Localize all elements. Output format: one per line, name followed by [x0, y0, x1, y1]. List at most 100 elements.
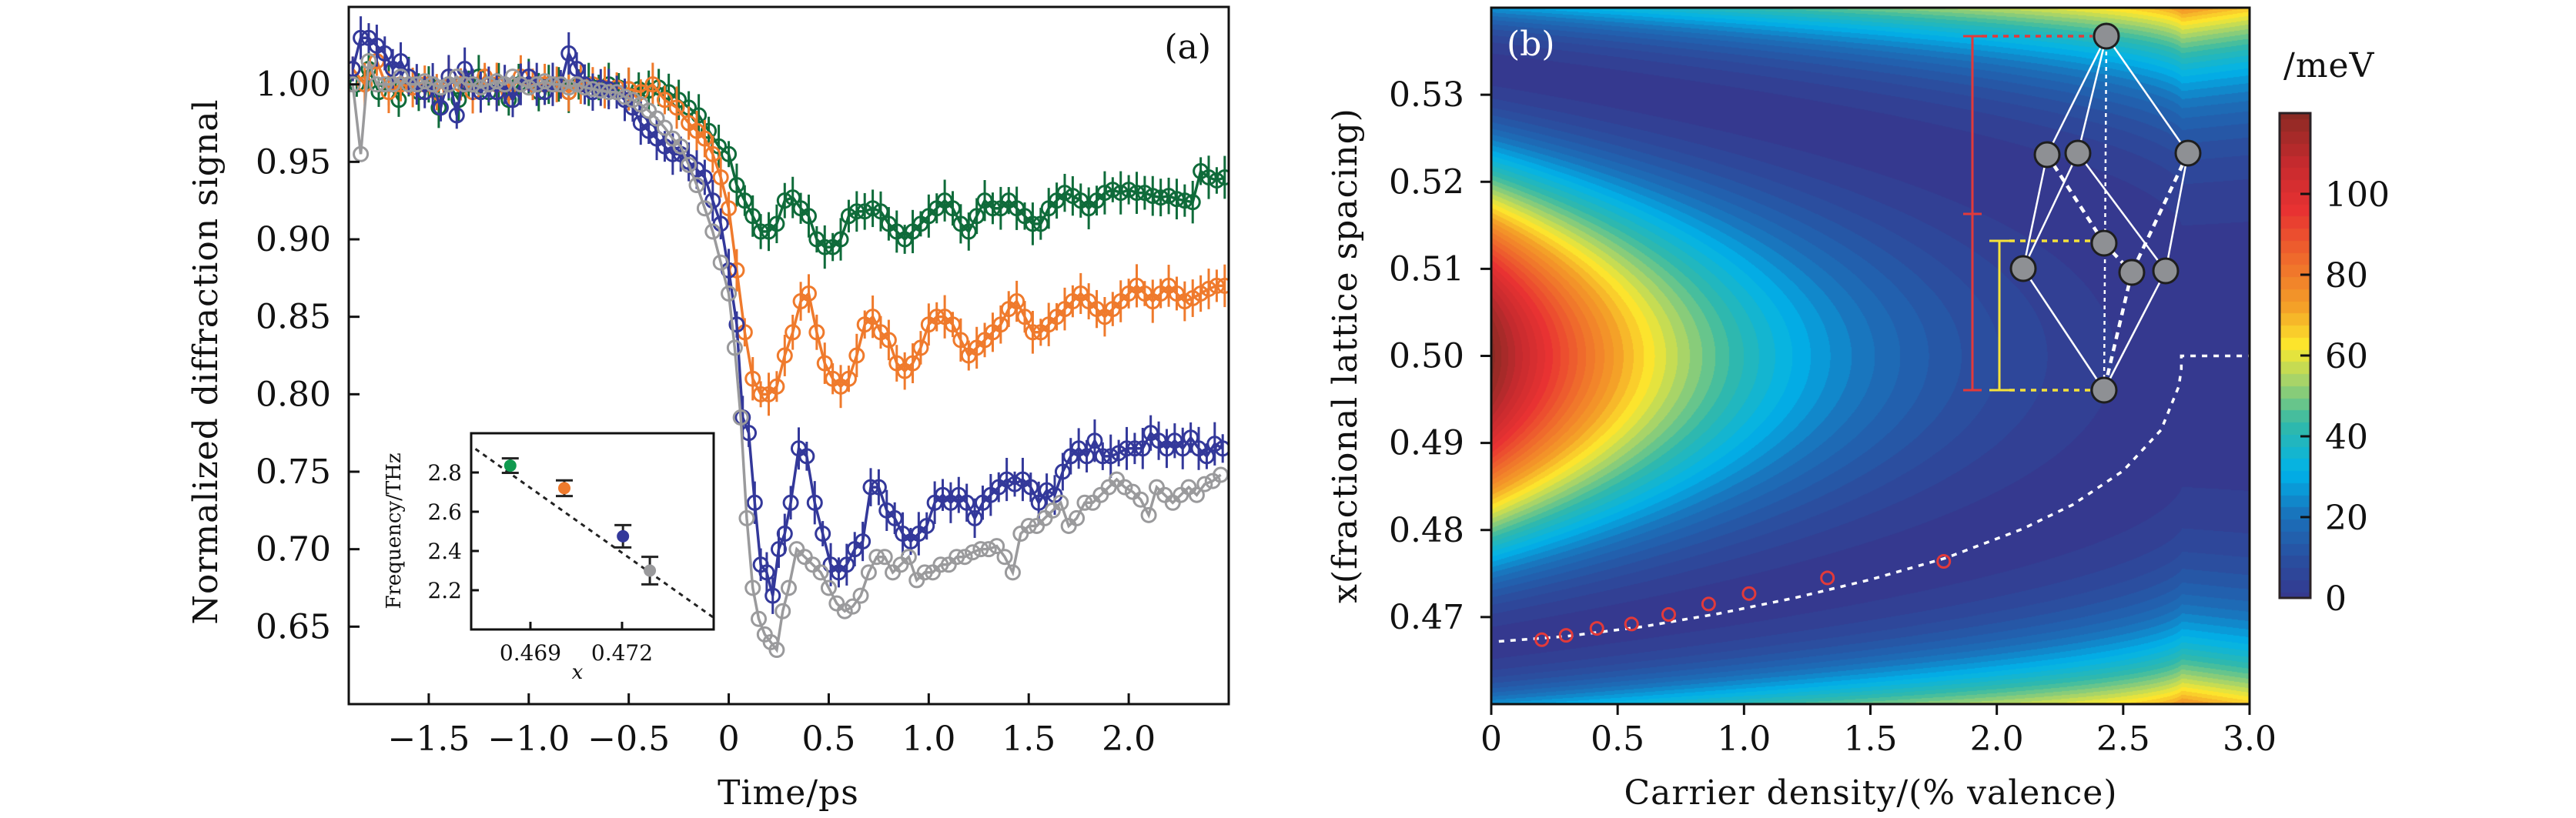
data-point: [1214, 440, 1229, 457]
data-point: [360, 52, 377, 69]
data-point: [624, 92, 641, 109]
inset-marks: [474, 448, 714, 619]
data-point: [876, 549, 893, 566]
inset-fit-line: [474, 448, 714, 619]
y-tick-label: 0.51: [1389, 249, 1464, 289]
data-point: [1140, 506, 1157, 523]
data-point: [696, 200, 713, 217]
data-point: [480, 76, 497, 93]
y-tick-label: 0.65: [256, 607, 331, 646]
colorbar-label: /meV: [2283, 46, 2375, 85]
data-point: [400, 76, 417, 93]
colorbar-tick-label: 100: [2325, 175, 2390, 215]
y-tick-label: 0.90: [256, 220, 331, 259]
data-point: [815, 526, 831, 543]
data-point: [601, 84, 617, 101]
data-point: [781, 579, 797, 596]
data-point: [544, 76, 561, 93]
measured-point: [1534, 632, 1550, 647]
data-point: [964, 544, 981, 561]
panel-a-x-axis-label: Time/ps: [718, 773, 859, 813]
y-tick-label: 0.52: [1389, 162, 1464, 202]
data-point: [1188, 486, 1205, 503]
inset-x-tick-label: 0.472: [591, 640, 653, 666]
lattice-atom: [2033, 141, 2061, 169]
series-line-orange: [351, 58, 1225, 396]
data-point: [1004, 564, 1021, 581]
lattice-atom: [2064, 139, 2092, 167]
data-point: [1184, 194, 1201, 211]
x-tick-label: −1.5: [387, 720, 470, 759]
colorbar-tick-label: 40: [2325, 418, 2368, 457]
data-point: [704, 145, 721, 162]
measured-point: [1558, 628, 1574, 643]
measured-point: [1820, 570, 1835, 586]
data-point: [870, 479, 887, 496]
data-point: [800, 285, 817, 302]
data-point: [764, 587, 781, 604]
panel-a: 0.469 0.472 2.2 2.4 2.6 2.8 Frequency/THz x −…: [186, 5, 1230, 813]
lattice-bond: [2046, 35, 2108, 155]
data-point: [432, 99, 449, 116]
data-point: [816, 355, 833, 372]
data-point: [672, 138, 689, 155]
panel-a-axes: −1.5 −1.0 −0.5 0 0.5 1.0 1.5 2.0 0.65 0.70 0.75 0.8…: [256, 65, 1156, 759]
data-point: [932, 556, 949, 573]
data-point: [1086, 432, 1103, 449]
data-point: [488, 73, 505, 90]
data-point: [712, 254, 729, 271]
panel-a-series: [349, 16, 1229, 659]
panel-b-y-axis-label: x(fractional lattice spacing): [1326, 108, 1365, 603]
lattice-atom: [2174, 139, 2202, 167]
data-point: [472, 79, 489, 96]
y-tick-label: 0.70: [256, 530, 331, 569]
data-point: [726, 339, 743, 356]
data-point: [712, 169, 729, 185]
y-tick-label: 0.53: [1389, 75, 1464, 115]
data-point: [912, 339, 929, 356]
measured-point: [1661, 606, 1676, 622]
data-point: [537, 73, 554, 90]
lattice-atom: [2009, 255, 2037, 282]
lattice-bond: [2022, 152, 2079, 269]
data-point: [704, 223, 721, 240]
data-point: [996, 549, 1013, 566]
data-point: [512, 76, 529, 93]
lattice-atom: [2090, 376, 2118, 404]
data-point: [1216, 277, 1229, 294]
measured-point: [1624, 616, 1639, 632]
data-point: [520, 79, 537, 96]
series-gray: [349, 52, 1229, 659]
lattice-bond: [2076, 35, 2108, 154]
lattice-axis-dashed: [2103, 35, 2108, 391]
y-tick-label: 1.00: [256, 65, 331, 105]
data-point: [738, 509, 755, 526]
x-tick-label: 1.0: [1717, 720, 1771, 759]
data-point: [1132, 491, 1149, 508]
data-point: [918, 517, 935, 534]
data-point: [806, 494, 823, 511]
panel-b-x-axis-label: Carrier density/(% valence): [1624, 773, 2117, 813]
data-point: [782, 494, 799, 511]
colorbar-tick-label: 20: [2325, 499, 2368, 538]
panel-b-axes: 0 0.5 1.0 1.5 2.0 2.5 3.0 0.47 0.48 0.49 0.50 0.51 0…: [1389, 75, 2277, 759]
data-point: [744, 370, 761, 387]
x-tick-label: 2.5: [2096, 720, 2150, 759]
colorbar-tick-label: 60: [2325, 337, 2368, 376]
data-point: [349, 76, 361, 93]
data-point: [644, 76, 661, 93]
data-point: [688, 177, 705, 194]
data-point: [840, 370, 857, 387]
data-point: [820, 579, 837, 596]
data-point: [368, 76, 385, 93]
data-point: [832, 231, 849, 248]
data-point: [424, 76, 441, 93]
inset-y-tick-label: 2.8: [427, 460, 462, 486]
panel-a-frame: [347, 5, 1230, 706]
data-point: [758, 564, 775, 581]
data-point: [1216, 169, 1229, 185]
data-point: [577, 79, 594, 96]
data-point: [349, 61, 361, 78]
panel-b-heatmap: [1491, 8, 2250, 704]
